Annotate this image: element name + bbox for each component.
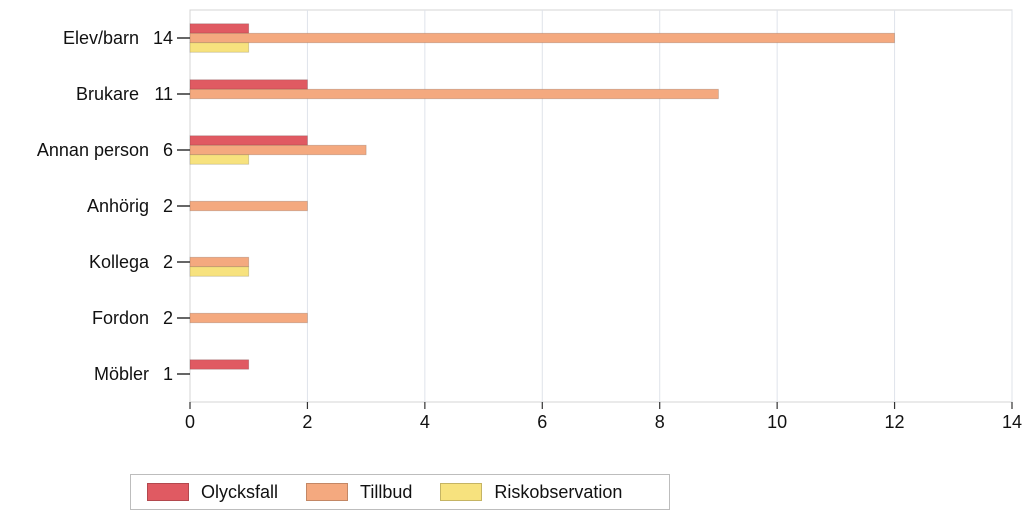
bar-tillbud [189, 200, 308, 212]
legend-label: Riskobservation [494, 481, 623, 502]
legend-swatch [440, 483, 483, 501]
x-tick-label: 10 [767, 412, 787, 432]
legend-item: Tillbud [306, 482, 412, 503]
category-total: 1 [163, 364, 173, 384]
category-total: 6 [163, 140, 173, 160]
x-tick-label: 6 [537, 412, 547, 432]
category-total: 2 [163, 252, 173, 272]
category-total: 2 [163, 308, 173, 328]
legend-swatch [147, 483, 189, 501]
legend-label: Tillbud [360, 481, 413, 502]
x-axis-ticks: 0 2 4 6 8 10 12 14 [185, 402, 1022, 432]
category-label: Anhörig [87, 196, 149, 216]
category-label: Kollega [89, 252, 150, 272]
legend-item: Riskobservation [440, 482, 622, 503]
category-total: 2 [163, 196, 173, 216]
bar-riskobservation [189, 266, 250, 277]
category-label: Möbler [94, 364, 149, 384]
x-tick-label: 4 [420, 412, 430, 432]
bar-tillbud [189, 256, 250, 268]
category-total: 11 [154, 84, 173, 104]
x-tick-label: 8 [655, 412, 665, 432]
legend-label: Olycksfall [201, 481, 279, 502]
bar-olycksfall [189, 79, 308, 90]
category-label: Elev/barn [63, 28, 139, 48]
bar-tillbud [189, 312, 308, 324]
gridlines [306, 10, 1013, 402]
y-axis-labels: 14 Elev/barn 11 Brukare 6 Annan person 2 Anhöri… [37, 28, 190, 384]
bar-tillbud [189, 144, 367, 156]
bar-tillbud [189, 88, 719, 100]
legend: Olycksfall Tillbud Riskobservation [130, 474, 670, 510]
category-label: Annan person [37, 140, 149, 160]
bar-olycksfall [189, 359, 250, 370]
category-label: Fordon [92, 308, 149, 328]
category-label: Brukare [76, 84, 139, 104]
bars-layer [189, 23, 895, 370]
legend-item: Olycksfall [147, 482, 278, 503]
bar-tillbud [189, 32, 895, 44]
plot-area [189, 9, 1013, 403]
x-tick-label: 12 [885, 412, 905, 432]
legend-swatch [306, 483, 349, 501]
bar-riskobservation [189, 42, 250, 53]
x-tick-label: 14 [1002, 412, 1022, 432]
bar-riskobservation [189, 154, 250, 165]
x-tick-label: 2 [302, 412, 312, 432]
category-total: 14 [153, 28, 173, 48]
bar-olycksfall [189, 23, 250, 34]
x-tick-label: 0 [185, 412, 195, 432]
bar-olycksfall [189, 135, 308, 146]
